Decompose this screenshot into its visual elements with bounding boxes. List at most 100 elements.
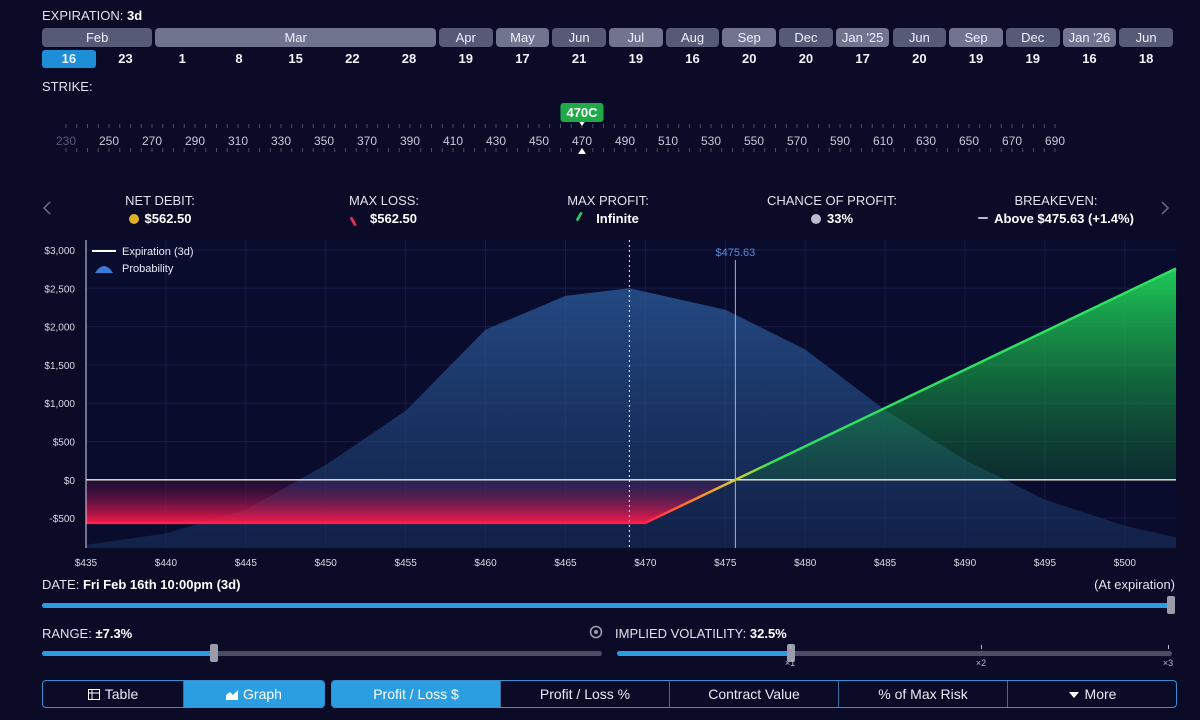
iv-tick-label: ×1 — [784, 658, 796, 668]
y-tick-label: $500 — [53, 438, 76, 449]
stat-value: Above $475.63 (+1.4%) — [994, 211, 1134, 226]
metric-tab[interactable]: Contract Value — [669, 681, 838, 707]
day-button[interactable]: 8 — [235, 51, 243, 66]
date-label: DATE: — [42, 577, 80, 592]
month-pill[interactable]: Sep — [949, 28, 1003, 47]
strike-label[interactable]: 670 — [1001, 134, 1023, 148]
range-slider-handle[interactable] — [210, 644, 218, 662]
iv-slider-fill — [617, 651, 790, 656]
strike-label[interactable]: 490 — [614, 134, 636, 148]
x-tick-label: $490 — [954, 558, 977, 569]
day-button[interactable]: 28 — [401, 51, 417, 66]
strike-label[interactable]: 630 — [915, 134, 937, 148]
day-button[interactable]: 16 — [685, 51, 700, 66]
metric-tab[interactable]: More — [1007, 681, 1176, 707]
day-button[interactable]: 18 — [1138, 51, 1154, 66]
day-button[interactable]: 22 — [345, 51, 360, 66]
strike-label[interactable]: 370 — [356, 134, 378, 148]
strike-label[interactable]: 470 — [571, 134, 593, 148]
date-slider-handle[interactable] — [1167, 596, 1175, 614]
month-pill[interactable]: May — [495, 28, 550, 47]
month-pill[interactable]: Jun — [1119, 28, 1173, 47]
tab-icon — [87, 689, 100, 700]
stat-value: Infinite — [596, 211, 639, 226]
iv-slider-handle[interactable] — [787, 644, 795, 662]
month-pill[interactable]: Feb — [42, 28, 153, 47]
strike-label[interactable]: 230 — [55, 134, 77, 148]
expiration-header: EXPIRATION: 3d — [42, 8, 142, 23]
strike-label[interactable]: 350 — [313, 134, 335, 148]
day-button[interactable]: 19 — [968, 51, 984, 66]
iv-header: IMPLIED VOLATILITY: 32.5% — [615, 626, 787, 641]
metric-tab[interactable]: Profit / Loss $ — [332, 681, 500, 707]
month-pill[interactable]: Dec — [779, 28, 833, 47]
x-tick-label: $480 — [794, 558, 817, 569]
strike-label[interactable]: 270 — [141, 134, 163, 148]
month-pill[interactable]: Jun — [552, 28, 606, 47]
strike-label[interactable]: 250 — [98, 134, 120, 148]
day-button[interactable]: 19 — [1025, 51, 1040, 66]
stat-value-row: Above $475.63 (+1.4%) — [946, 211, 1166, 226]
range-slider[interactable] — [42, 651, 602, 656]
stat: MAX PROFIT: Infinite — [498, 193, 718, 227]
strike-label[interactable]: 690 — [1044, 134, 1066, 148]
prev-arrow[interactable] — [40, 198, 54, 218]
strike-label[interactable]: 310 — [227, 134, 249, 148]
strike-label[interactable]: 570 — [786, 134, 808, 148]
strike-label[interactable]: 650 — [958, 134, 980, 148]
metric-tab[interactable]: % of Max Risk — [838, 681, 1007, 707]
month-pill[interactable]: Jun — [892, 28, 947, 47]
strike-label[interactable]: 510 — [657, 134, 679, 148]
day-button[interactable]: 21 — [571, 51, 587, 66]
day-button[interactable]: 15 — [288, 51, 303, 66]
y-tick-label: $0 — [64, 476, 76, 487]
strike-label[interactable]: 450 — [528, 134, 550, 148]
date-slider[interactable] — [42, 603, 1172, 608]
strike-pointer — [578, 148, 586, 154]
date-header: DATE: Fri Feb 16th 10:00pm (3d) — [42, 577, 240, 592]
month-pill[interactable]: Aug — [665, 28, 720, 47]
day-button[interactable]: 1 — [178, 51, 186, 66]
stat-value: $562.50 — [144, 211, 192, 226]
strike-label[interactable]: 430 — [485, 134, 507, 148]
day-button[interactable]: 20 — [912, 51, 927, 66]
month-pill[interactable]: Mar — [155, 28, 436, 47]
x-tick-label: $470 — [634, 558, 657, 569]
month-pill[interactable]: Dec — [1005, 28, 1060, 47]
view-tab[interactable]: Table — [43, 681, 183, 707]
day-button[interactable]: 16 — [1082, 51, 1097, 66]
strike-label[interactable]: 590 — [829, 134, 851, 148]
strike-label[interactable]: 550 — [743, 134, 765, 148]
day-button[interactable]: 17 — [515, 51, 530, 66]
month-pill[interactable]: Jan '25 — [835, 28, 890, 47]
metric-tab[interactable]: Profit / Loss % — [500, 681, 669, 707]
strike-label[interactable]: 330 — [270, 134, 292, 148]
next-arrow[interactable] — [1158, 198, 1172, 218]
month-pill[interactable]: Sep — [722, 28, 777, 47]
view-tab[interactable]: Graph — [183, 681, 324, 707]
day-button[interactable]: 19 — [628, 51, 644, 66]
day-button[interactable]: 23 — [118, 51, 133, 66]
strike-label[interactable]: 610 — [872, 134, 894, 148]
month-pill[interactable]: Apr — [438, 28, 493, 47]
date-slider-fill — [42, 603, 1172, 608]
strike-label[interactable]: 390 — [399, 134, 421, 148]
stat-icon — [810, 214, 821, 224]
iv-tick-label: ×2 — [975, 658, 987, 668]
selected-strike[interactable]: 470C — [560, 103, 604, 122]
range-value: ±7.3% — [95, 626, 133, 641]
strike-label[interactable]: 530 — [700, 134, 722, 148]
day-button[interactable]: 20 — [798, 51, 814, 66]
iv-slider[interactable] — [617, 651, 1172, 656]
day-button[interactable]: 20 — [742, 51, 757, 66]
strike-label[interactable]: 410 — [442, 134, 464, 148]
day-button[interactable]: 17 — [855, 51, 870, 66]
tab-icon — [226, 690, 239, 700]
iv-tick-mark — [790, 645, 791, 649]
month-pill[interactable]: Jan '26 — [1062, 28, 1117, 47]
day-button[interactable]: 19 — [458, 51, 473, 66]
day-button[interactable]: 16 — [42, 50, 96, 68]
month-pill[interactable]: Jul — [609, 28, 663, 47]
strike-label[interactable]: 290 — [184, 134, 206, 148]
y-tick-label: $2,000 — [44, 323, 75, 334]
